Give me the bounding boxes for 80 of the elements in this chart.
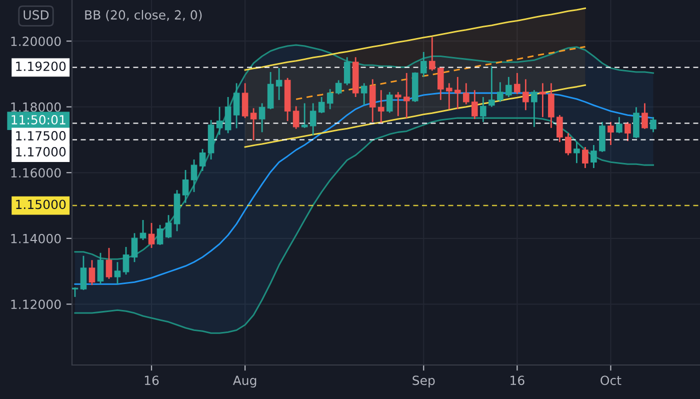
y-tick-label: 1.20000 [11, 36, 61, 46]
candlestick [233, 82, 240, 129]
line-series [74, 117, 654, 334]
candlestick [335, 80, 342, 96]
candlestick [106, 247, 112, 280]
ref-line-label: 1.15000 [16, 200, 66, 210]
candlestick [624, 121, 631, 142]
candlestick [148, 222, 155, 249]
candlestick [301, 102, 308, 129]
candlestick [428, 36, 436, 72]
candlestick [650, 116, 656, 133]
x-tick-label: Aug [232, 376, 256, 388]
text: 11:50:01 [12, 115, 66, 124]
candlestick [258, 102, 266, 133]
candlestick [122, 246, 130, 276]
candlestick [403, 72, 410, 119]
candlestick [437, 66, 444, 101]
candlestick [642, 102, 648, 130]
candlestick [565, 132, 572, 156]
y-tick-label: 1.12000 [11, 300, 61, 310]
candlestick [318, 96, 325, 114]
x-tick-label: 16 [510, 376, 524, 386]
candlestick [488, 65, 495, 108]
candlestick [216, 106, 223, 136]
candlestick [326, 88, 334, 110]
candlestick [199, 148, 206, 172]
candlestick [497, 82, 504, 103]
candlestick [369, 78, 376, 123]
candlestick [88, 259, 96, 286]
candlestick [114, 261, 121, 285]
candlestick [344, 56, 350, 86]
candlestick [292, 106, 300, 130]
text: BB (20, close, 2, 0) [85, 10, 202, 22]
candlestick [276, 67, 282, 101]
candlestick [548, 82, 554, 129]
candlestick [420, 51, 427, 78]
candlestick [480, 96, 486, 123]
x-tick-label: Sep [412, 376, 435, 388]
candlestick [131, 232, 138, 263]
candlestick [616, 116, 622, 134]
candlestick [582, 146, 588, 169]
candlestick [462, 82, 470, 105]
y-axis-title: USD [24, 10, 49, 20]
candlestick [165, 214, 172, 239]
ref-line-label: 1.19200 [16, 62, 66, 72]
candlestick [454, 76, 461, 110]
candlestick [556, 114, 563, 143]
candlestick [378, 89, 384, 124]
y-tick-label: 1.16000 [11, 168, 61, 178]
candlestick [80, 255, 87, 291]
candlestick [97, 252, 104, 285]
line-series [244, 84, 586, 148]
legend-label: 1.17000 [16, 147, 66, 156]
candlestick [471, 89, 478, 120]
candlestick [140, 219, 146, 241]
candlestick [224, 96, 232, 134]
candlestick [182, 169, 189, 204]
line-series [244, 7, 586, 71]
candlestick [506, 76, 512, 98]
candlestick [386, 91, 393, 114]
candlestick [514, 72, 520, 95]
candlestick [446, 82, 452, 110]
candlestick [394, 91, 402, 117]
candlestick [190, 158, 198, 193]
candlestick [574, 141, 580, 164]
ref-line-label: 1.17500 [16, 131, 66, 140]
candlestick [608, 121, 614, 146]
candlestick [540, 82, 546, 118]
y-tick-label: 1.14000 [11, 234, 61, 244]
y-tick-label: 1.18000 [11, 102, 61, 112]
candlestick [156, 224, 164, 246]
x-tick-label: Oct [600, 376, 622, 386]
candlestick [250, 107, 257, 141]
candlestick [360, 82, 368, 106]
candlestick [590, 144, 597, 169]
candlestick [531, 89, 538, 128]
candlestick [522, 78, 529, 111]
x-tick-label: 16 [144, 376, 159, 386]
candlestick [310, 102, 316, 136]
candlestick [242, 82, 248, 119]
